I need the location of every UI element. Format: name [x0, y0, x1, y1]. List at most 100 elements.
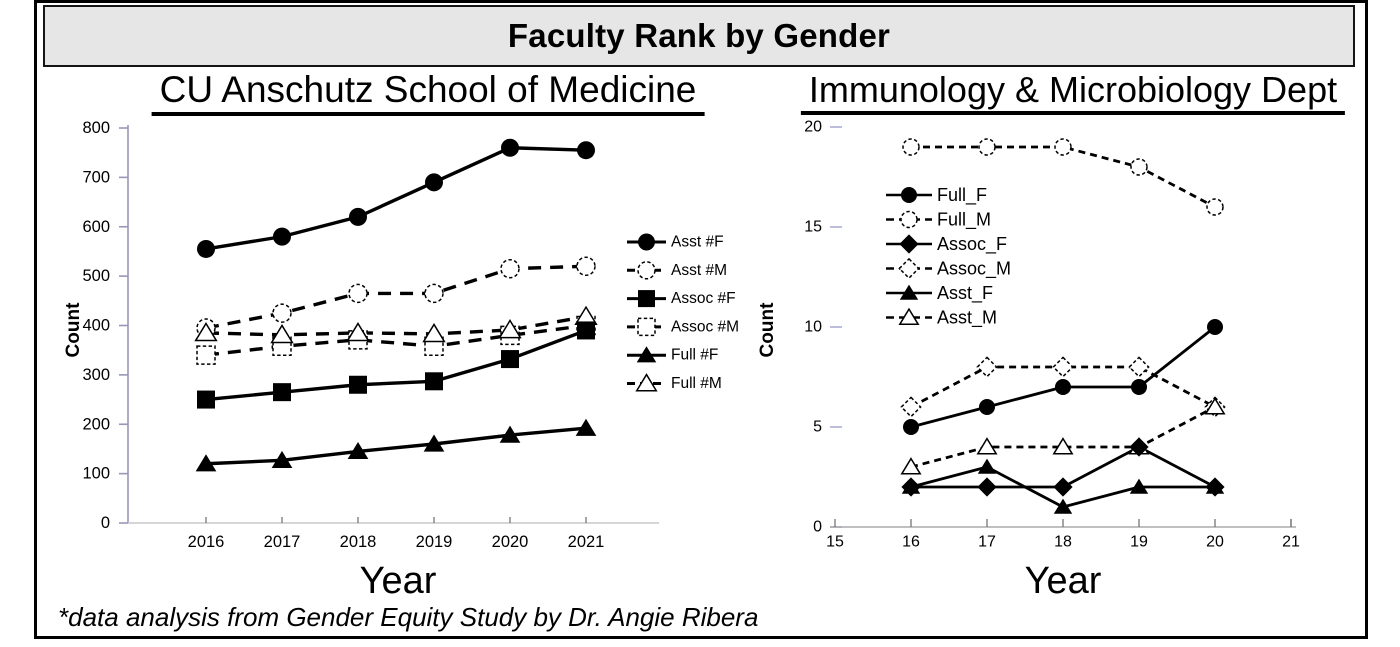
legend-label: Full #M — [671, 375, 722, 392]
right-chart-subtitle: Immunology & Microbiology Dept — [800, 71, 1346, 115]
data-point-Full #M — [346, 322, 370, 342]
right-x-axis-title: Year — [1024, 560, 1102, 602]
data-point-Asst #F — [273, 227, 291, 246]
y-tick-label: 20 — [804, 119, 822, 136]
data-point-Full_F — [979, 399, 995, 415]
legend-marker-triangle — [635, 373, 658, 392]
x-tick-label: 2021 — [568, 533, 605, 551]
data-point-Full #F — [271, 450, 293, 468]
legend-item-Full_M: Full_M — [886, 210, 991, 231]
y-tick-label: 15 — [804, 219, 822, 236]
data-point-Full_M — [1206, 198, 1224, 216]
x-tick-label: 2019 — [416, 533, 453, 551]
legend-item-Asst #F: Asst #F — [627, 233, 724, 251]
legend-label: Asst #M — [671, 262, 727, 279]
data-point-Asst_F — [1053, 498, 1073, 514]
data-point-Asst #M — [424, 283, 444, 304]
legend-label: Assoc_F — [937, 234, 1007, 255]
data-point-Assoc #F — [273, 383, 291, 402]
legend-item-Assoc #M: Assoc #M — [627, 317, 739, 337]
x-tick-label: 2020 — [492, 533, 529, 551]
data-point-Assoc_M — [900, 396, 922, 418]
data-point-Full_M — [978, 138, 996, 156]
x-tick-label: 19 — [1130, 534, 1148, 551]
x-tick-label: 21 — [1282, 534, 1300, 551]
legend-marker-circle — [638, 233, 655, 251]
legend-item-Full #F: Full #F — [627, 346, 718, 364]
data-point-Full_F — [1131, 379, 1147, 395]
data-point-Full #M — [422, 322, 446, 343]
series-line-Asst #F — [205, 146, 587, 251]
x-tick-label: 2018 — [340, 533, 377, 551]
data-point-Full #F — [347, 441, 369, 460]
data-point-Asst #M — [500, 258, 520, 279]
data-point-Asst #F — [577, 141, 595, 160]
data-point-Assoc #F — [197, 390, 215, 409]
data-point-Asst_F — [1129, 478, 1149, 494]
x-tick-label: 2016 — [188, 533, 225, 551]
data-point-Asst_M — [1052, 437, 1074, 455]
legend-item-Assoc_F: Assoc_F — [886, 234, 1007, 255]
figure-title: Faculty Rank by Gender — [507, 17, 891, 54]
legend-marker-triangle — [898, 307, 920, 326]
x-tick-label: 15 — [826, 534, 844, 551]
data-point-Full #M — [194, 322, 218, 342]
data-point-Asst_F — [1205, 478, 1225, 494]
data-point-Assoc #M — [196, 345, 216, 365]
y-tick-label: 0 — [813, 519, 822, 536]
legend-marker-triangle — [899, 284, 919, 300]
data-point-Full #F — [575, 418, 597, 436]
series-line-Full_M — [911, 145, 1216, 209]
data-point-Asst #F — [501, 138, 519, 157]
legend-marker-square — [638, 290, 655, 308]
data-point-Full #F — [195, 454, 217, 472]
data-point-Full #F — [499, 425, 521, 443]
legend-label: Assoc #M — [671, 318, 739, 335]
axes: 0 100 200 300 400 500 600 700 800 2016 2017 2018 201… — [82, 119, 659, 551]
legend-item-Full #M: Full #M — [627, 373, 722, 392]
series-line-Assoc #F — [205, 328, 587, 402]
y-tick-label: 100 — [82, 465, 110, 483]
data-point-Asst_M — [900, 457, 922, 475]
data-point-Assoc #F — [577, 321, 595, 340]
legend: Full_F Full_M Assoc_F Assoc_M Asst_F Asst_M — [886, 185, 1011, 329]
data-point-Assoc_F — [1053, 477, 1073, 497]
data-point-Asst #M — [272, 303, 292, 323]
data-point-Full #M — [270, 323, 294, 344]
legend-marker-circle — [901, 187, 917, 203]
legend-label: Asst_F — [937, 283, 993, 304]
x-tick-label: 20 — [1206, 534, 1224, 551]
legend-marker-diamond — [899, 234, 919, 254]
chart-left: 0 100 200 300 400 500 600 700 800 2016 2017 2018 201… — [82, 119, 739, 551]
data-point-Assoc_M — [1052, 356, 1074, 378]
data-point-Asst #M — [576, 256, 596, 276]
series-line-Asst #M — [205, 264, 587, 330]
y-tick-label: 0 — [101, 514, 110, 532]
axes: 0 5 10 15 20 15 16 17 18 19 20 21 — [804, 119, 1300, 551]
legend-item-Assoc #F: Assoc #F — [627, 290, 736, 308]
data-point-Assoc #F — [425, 372, 443, 391]
series-line-Full #M — [205, 314, 587, 337]
legend-label: Asst #F — [671, 234, 724, 251]
data-point-Assoc_F — [977, 477, 997, 497]
series-line-Assoc #M — [205, 323, 587, 357]
x-tick-label: 16 — [902, 534, 920, 551]
data-point-Asst_F — [901, 478, 921, 494]
legend-label: Asst_M — [937, 308, 997, 329]
x-tick-label: 2017 — [264, 533, 301, 551]
data-point-Assoc #F — [349, 375, 367, 394]
data-point-Full_M — [1130, 158, 1148, 176]
legend-label: Full_M — [937, 210, 991, 231]
legend-label: Assoc_M — [937, 259, 1011, 280]
legend-label: Full_F — [937, 185, 987, 206]
data-point-Full_F — [1055, 379, 1071, 395]
legend-marker-diamond — [898, 257, 920, 280]
data-point-Assoc_F — [1129, 437, 1149, 457]
y-tick-label: 300 — [82, 366, 110, 384]
data-point-Full #F — [423, 434, 445, 452]
data-point-Assoc_M — [1128, 356, 1150, 378]
data-point-Asst #M — [348, 283, 368, 304]
x-tick-label: 18 — [1054, 534, 1072, 551]
